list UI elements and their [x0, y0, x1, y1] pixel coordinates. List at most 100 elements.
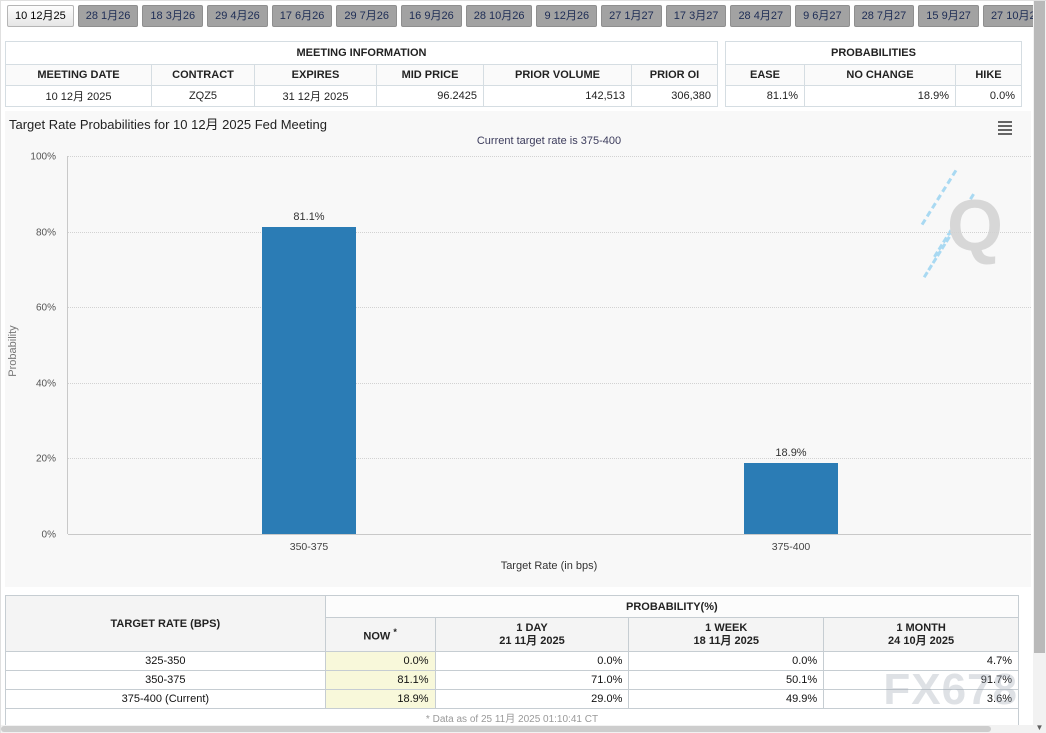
gridline: 80%: [36, 227, 1031, 238]
no-change-value: 18.9%: [804, 85, 956, 107]
col-prior-volume: PRIOR VOLUME: [483, 64, 632, 86]
vertical-scrollbar-thumb[interactable]: [1034, 1, 1045, 653]
meeting-info-data-row: 10 12月 2025 ZQZ5 31 12月 2025 96.2425 142…: [5, 85, 718, 107]
tab-9-6月27[interactable]: 9 6月27: [795, 5, 850, 27]
col-contract: CONTRACT: [151, 64, 255, 86]
xcategory-label: 375-400: [771, 541, 811, 553]
tab-28-4月27[interactable]: 28 4月27: [730, 5, 792, 27]
probability-table-body: 325-350 0.0% 0.0% 0.0% 4.7% 350-375 81.1% 71.0%…: [5, 651, 1019, 709]
probabilities-title: PROBABILITIES: [725, 41, 1022, 65]
col-expires: EXPIRES: [254, 64, 377, 86]
yaxis-title: Probability: [7, 325, 19, 377]
cell-month: 91.7%: [823, 670, 1019, 690]
probabilities-data-row: 81.1% 18.9% 0.0%: [725, 85, 1022, 107]
target-rate-bps-header: TARGET RATE (BPS): [5, 595, 326, 652]
chart-context-menu-icon[interactable]: [995, 117, 1015, 135]
contract-value: ZQZ5: [151, 85, 255, 107]
col-hike: HIKE: [955, 64, 1022, 86]
plot-area: 0% 20% 40% 60% 80% 100% 81.1% 350-375 18.9% 375-4…: [30, 152, 1031, 553]
meeting-info-title: MEETING INFORMATION: [5, 41, 718, 65]
tab-17-6月26[interactable]: 17 6月26: [271, 5, 333, 27]
tab-27-10月27[interactable]: 27 10月27: [982, 5, 1046, 27]
meeting-tabs: 10 12月25 28 1月26 18 3月26 29 4月26 17 6月26 29 7…: [7, 5, 1046, 27]
tab-28-1月26[interactable]: 28 1月26: [77, 5, 139, 27]
probability-pct-header: PROBABILITY(%): [324, 595, 1020, 618]
cell-day: 29.0%: [434, 689, 630, 709]
cell-month: 3.6%: [823, 689, 1019, 709]
gridline: 100%: [30, 152, 1031, 163]
cell-rate: 375-400 (Current): [5, 689, 326, 709]
col-1day: 1 DAY 21 11月 2025: [434, 617, 630, 652]
probabilities-table: PROBABILITIES EASE NO CHANGE HIKE 81.1% …: [725, 41, 1022, 107]
ytick-label: 20%: [35, 453, 56, 465]
bar-375-400[interactable]: [744, 462, 838, 534]
probability-header-row-2: NOW * 1 DAY 21 11月 2025 1 WEEK 18 11月 2025…: [6, 617, 1019, 652]
meeting-info-table: MEETING INFORMATION MEETING DATE CONTRAC…: [5, 41, 718, 107]
cell-now: 81.1%: [324, 670, 436, 690]
col-now: NOW *: [324, 617, 436, 652]
cell-week: 49.9%: [628, 689, 825, 709]
table-row: 325-350 0.0% 0.0% 0.0% 4.7%: [5, 651, 1019, 671]
chart-title: Target Rate Probabilities for 10 12月 202…: [9, 117, 327, 132]
bar-value-label: 18.9%: [775, 446, 807, 459]
ease-value: 81.1%: [725, 85, 805, 107]
gridline: 40%: [36, 378, 1031, 389]
col-ease: EASE: [725, 64, 805, 86]
mid-price-value: 96.2425: [376, 85, 484, 107]
cell-day: 0.0%: [434, 651, 630, 671]
ytick-label: 100%: [30, 151, 56, 163]
col-prior-oi: PRIOR OI: [631, 64, 718, 86]
scroll-down-arrow-icon[interactable]: ▼: [1033, 721, 1046, 733]
ytick-label: 60%: [35, 302, 56, 314]
prior-oi-value: 306,380: [631, 85, 718, 107]
footnote-row: * Data as of 25 11月 2025 01:10:41 CT: [5, 708, 1019, 727]
vertical-scrollbar[interactable]: ▼: [1033, 1, 1046, 733]
bar-value-label: 81.1%: [293, 211, 325, 224]
probability-history-table: TARGET RATE (BPS) PROBABILITY(%) NOW * 1…: [5, 595, 1020, 727]
cell-week: 50.1%: [628, 670, 825, 690]
cell-week: 0.0%: [628, 651, 825, 671]
tab-28-10月26[interactable]: 28 10月26: [465, 5, 533, 27]
tab-27-1月27[interactable]: 27 1月27: [601, 5, 662, 27]
col-meeting-date: MEETING DATE: [5, 64, 152, 86]
x-axis-line: 0%: [42, 530, 1031, 541]
xaxis-title: Target Rate (in bps): [500, 560, 598, 572]
cell-day: 71.0%: [434, 670, 630, 690]
col-1week: 1 WEEK 18 11月 2025: [628, 617, 825, 652]
tab-29-7月26[interactable]: 29 7月26: [336, 5, 398, 27]
tab-16-9月26[interactable]: 16 9月26: [401, 5, 462, 27]
tab-15-9月27[interactable]: 15 9月27: [918, 5, 979, 27]
hike-value: 0.0%: [955, 85, 1022, 107]
table-row: 350-375 81.1% 71.0% 50.1% 91.7%: [5, 670, 1019, 690]
table-row: 375-400 (Current) 18.9% 29.0% 49.9% 3.6%: [5, 689, 1019, 709]
ytick-label: 0%: [41, 529, 56, 541]
xcategory-label: 350-375: [289, 541, 329, 553]
probabilities-header-row: EASE NO CHANGE HIKE: [725, 64, 1022, 86]
probability-header-row-1: TARGET RATE (BPS) PROBABILITY(%): [5, 595, 1020, 652]
col-no-change: NO CHANGE: [804, 64, 956, 86]
tab-28-7月27[interactable]: 28 7月27: [853, 5, 915, 27]
meeting-date-value: 10 12月 2025: [5, 85, 152, 107]
gridline: 60%: [36, 303, 1031, 314]
prior-volume-value: 142,513: [483, 85, 632, 107]
cell-rate: 325-350: [5, 651, 326, 671]
col-mid-price: MID PRICE: [376, 64, 484, 86]
data-as-of-footnote: * Data as of 25 11月 2025 01:10:41 CT: [5, 708, 1019, 727]
target-rate-chart: Target Rate Probabilities for 10 12月 202…: [5, 111, 1031, 587]
tab-9-12月26[interactable]: 9 12月26: [536, 5, 598, 27]
meeting-info-header-row: MEETING DATE CONTRACT EXPIRES MID PRICE …: [5, 64, 718, 86]
horizontal-scrollbar[interactable]: [1, 725, 1034, 733]
col-1month: 1 MONTH 24 10月 2025: [823, 617, 1019, 652]
cell-now: 18.9%: [324, 689, 436, 709]
tab-18-3月26[interactable]: 18 3月26: [142, 5, 204, 27]
chart-subtitle: Current target rate is 375-400: [476, 135, 622, 147]
tab-29-4月26[interactable]: 29 4月26: [207, 5, 268, 27]
cell-rate: 350-375: [5, 670, 326, 690]
bar-350-375[interactable]: [262, 227, 356, 534]
tab-17-3月27[interactable]: 17 3月27: [665, 5, 727, 27]
cell-now: 0.0%: [324, 651, 436, 671]
tab-10-12月25[interactable]: 10 12月25: [7, 5, 74, 27]
horizontal-scrollbar-thumb[interactable]: [1, 726, 991, 732]
cell-month: 4.7%: [823, 651, 1019, 671]
